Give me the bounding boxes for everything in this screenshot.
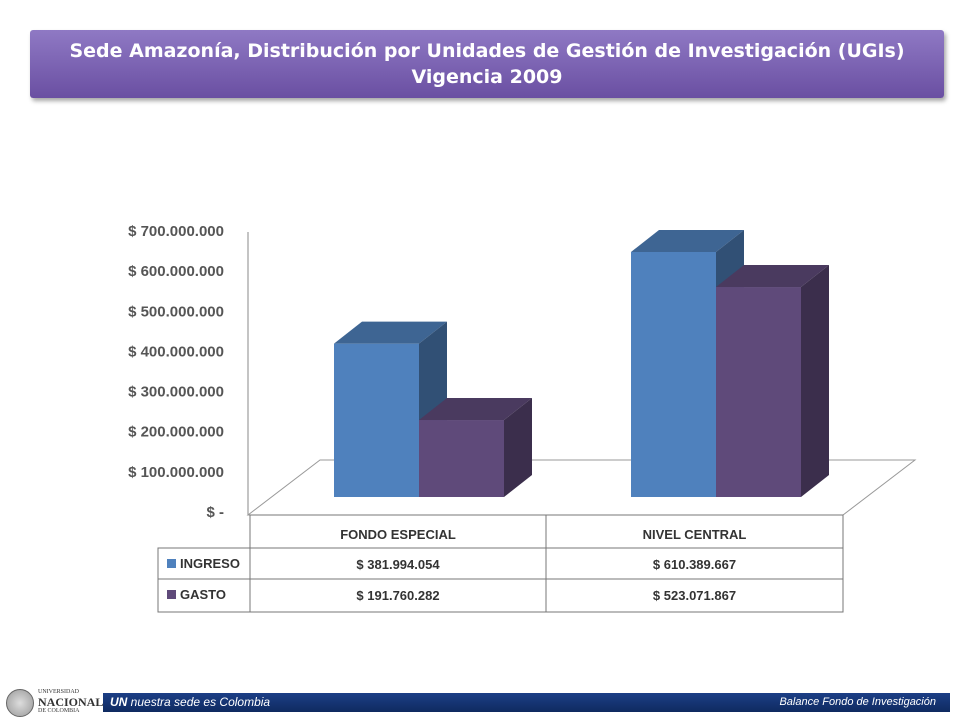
bar-gasto-2-top [716, 265, 829, 288]
legend-swatch-ingreso [167, 559, 176, 568]
logo-line-2: NACIONAL [38, 695, 104, 709]
bar-gasto-1-front [419, 420, 504, 497]
legend-swatch-gasto [167, 590, 176, 599]
bar-ingreso-2-top [631, 229, 744, 252]
bar-gasto-1 [419, 398, 532, 497]
data-label: $ 191.760.282 [356, 588, 439, 603]
bar-gasto-2-side [801, 265, 829, 497]
y-tick-label: $ 400.000.000 [128, 343, 224, 360]
bar-gasto-1-side [504, 398, 532, 497]
y-tick-label: $ - [206, 504, 224, 521]
y-tick-label: $ 700.000.000 [128, 223, 224, 240]
slide-title: Sede Amazonía, Distribución por Unidades… [30, 30, 944, 98]
legend-label: GASTO [180, 587, 226, 602]
bar-ingreso-1-front [334, 343, 419, 497]
university-seal-icon [6, 689, 34, 717]
legend-cell-border [157, 547, 251, 613]
university-logo: UNIVERSIDAD NACIONAL DE COLOMBIA [4, 689, 104, 717]
bar-chart: $ 700.000.000 $ 600.000.000 $ 500.000.000 $… [128, 223, 917, 613]
data-label: $ 523.071.867 [653, 588, 736, 603]
y-tick-label: $ 600.000.000 [128, 263, 224, 280]
y-tick-label: $ 200.000.000 [128, 424, 224, 441]
footer-slogan: UN nuestra sede es Colombia [110, 695, 270, 709]
legend-label: INGRESO [180, 556, 240, 571]
bar-gasto-2-front [716, 287, 801, 497]
y-tick-label: $ 300.000.000 [128, 384, 224, 401]
bar-gasto-2 [716, 265, 829, 497]
footer-brand: UN [110, 695, 128, 709]
category-label: NIVEL CENTRAL [643, 527, 747, 542]
title-line-2: Vigencia 2009 [411, 66, 563, 88]
y-tick-label: $ 100.000.000 [128, 464, 224, 481]
bar-gasto-1-top [419, 398, 532, 421]
footer-slogan-text: nuestra sede es Colombia [127, 695, 271, 709]
bar-ingreso-1-top [334, 321, 447, 344]
footer: UN nuestra sede es Colombia Balance Fond… [0, 687, 960, 720]
logo-line-1: UNIVERSIDAD [38, 689, 79, 695]
title-line-1: Sede Amazonía, Distribución por Unidades… [69, 40, 905, 62]
data-label: $ 610.389.667 [653, 557, 736, 572]
bar-ingreso-2-front [631, 251, 716, 497]
footer-band [103, 693, 950, 712]
logo-line-3: DE COLOMBIA [38, 708, 80, 714]
footer-right-text: Balance Fondo de Investigación [779, 696, 936, 708]
data-label: $ 381.994.054 [356, 557, 440, 572]
category-label: FONDO ESPECIAL [340, 527, 456, 542]
y-tick-label: $ 500.000.000 [128, 303, 224, 320]
